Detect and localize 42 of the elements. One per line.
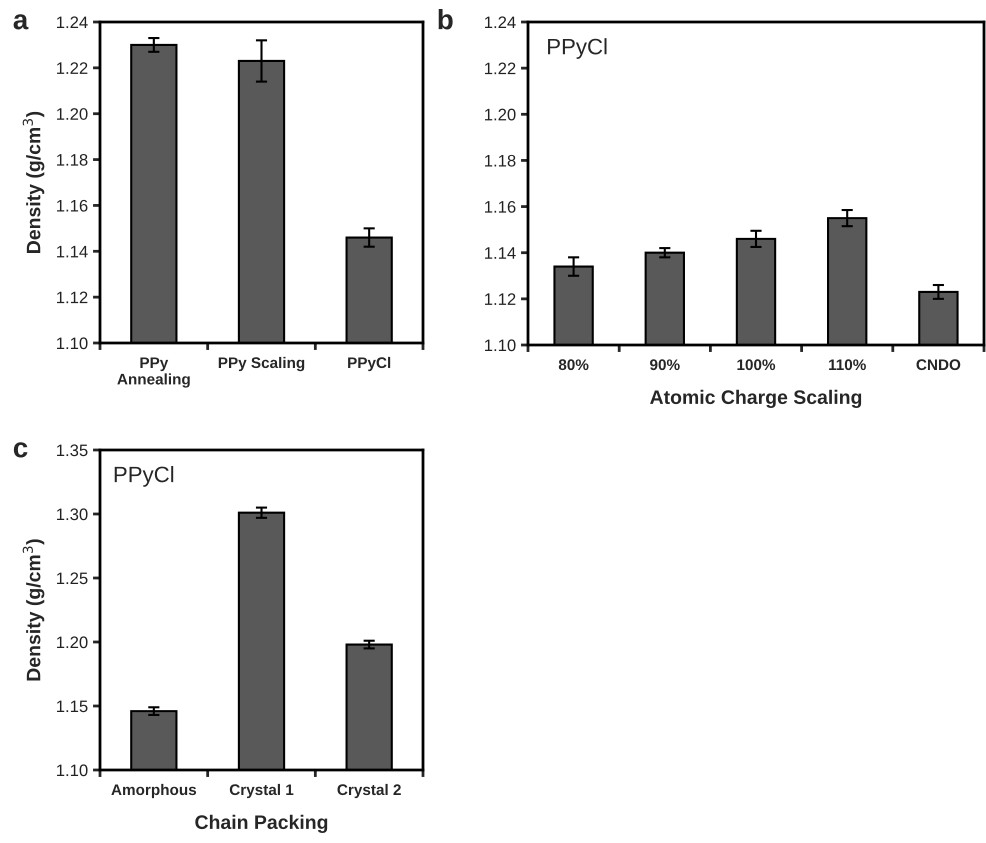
chart-title: b [438,9,453,30]
y-tick-label: 1.12 [485,293,516,305]
y-tick-label: 1.24 [57,16,88,28]
x-tick-label: Amorphous [111,784,196,798]
x-tick-label: 110% [829,359,866,370]
chart-title: c [14,442,28,458]
y-tick-label: 1.18 [57,154,88,166]
y-tick-label: 1.10 [485,339,516,352]
y-tick-label: 1.20 [57,108,88,120]
x-tick-label: CNDO [916,359,960,370]
x-tick-label: PPyCl [348,356,390,372]
annotation: PPyCl [548,38,606,59]
y-tick-label: 1.35 [57,444,88,456]
y-tick-label: 1.16 [485,200,516,213]
y-tick-label: 1.24 [485,16,516,28]
annotation: PPyCl [114,466,174,487]
x-tick-label: 100% [737,359,776,370]
x-tick-label: 90% [650,359,680,370]
y-tick-label: 1.22 [57,62,88,74]
y-tick-label: 1.20 [485,108,516,120]
y-tick-label: 1.10 [57,337,88,350]
y-axis-title: Density (g/cm$^{3}$) [22,539,44,680]
y-tick-label: 1.25 [57,572,88,584]
y-axis-title: Density (g/cm$^{3}$) [22,112,44,253]
x-axis-title: Chain Packing [195,814,328,834]
x-axis-title: Atomic Charge Scaling [650,390,862,408]
y-tick-label: 1.22 [485,62,516,74]
y-tick-label: 1.16 [57,200,88,212]
y-tick-label: 1.20 [57,636,88,648]
y-tick-label: 1.10 [57,764,88,776]
y-tick-label: 1.18 [485,154,516,167]
y-tick-label: 1.14 [485,247,516,259]
x-tick-label: 80% [558,359,588,370]
chart-title: a [14,14,28,30]
y-tick-label: 1.15 [57,700,88,712]
x-tick-label: Crystal 1 [230,784,294,798]
y-tick-label: 1.14 [57,246,88,258]
x-tick-label: PPy Scaling [218,356,304,372]
y-tick-label: 1.30 [57,508,88,520]
y-tick-label: 1.12 [57,292,88,304]
x-tick-label: PPy Annealing [117,357,190,388]
x-tick-label: Crystal 2 [338,784,401,798]
